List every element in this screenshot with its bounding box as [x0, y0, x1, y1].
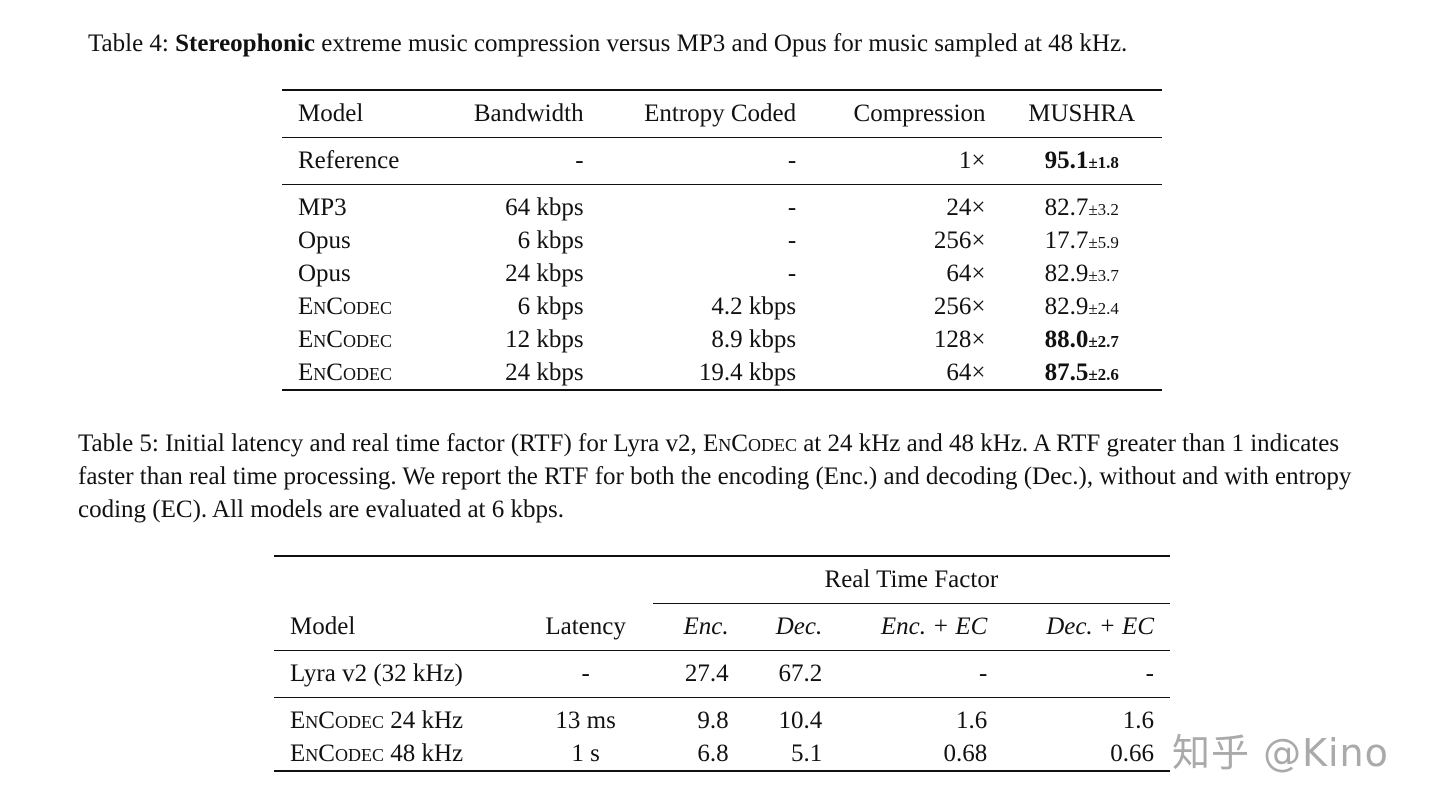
cell-mushra: 82.9±2.4 [1044, 292, 1119, 320]
col-mushra: MUSHRA [1001, 90, 1162, 138]
cell-entropy: 8.9 kbps [711, 325, 797, 353]
table-row: EnCodec 24 kHz 13 ms 9.8 10.4 1.6 1.6 [274, 698, 1170, 738]
table-row-reference: Reference - - 1× 95.1±1.8 [282, 137, 1162, 185]
cell-model: Reference [282, 137, 436, 185]
caption-bold: Stereophonic [175, 30, 315, 57]
col-model: Model [274, 603, 519, 651]
table-row: EnCodec 24 kbps 19.4 kbps 64× 87.5±2.6 [282, 356, 1162, 390]
table-row: EnCodec 6 kbps 4.2 kbps 256× 82.9±2.4 [282, 290, 1162, 323]
cell-enc-ec: - [838, 650, 1004, 698]
cell-bandwidth: 24 kbps [505, 259, 584, 287]
cell-model: EnCodec [298, 358, 392, 386]
cell-model: EnCodec [298, 292, 392, 320]
cell-entropy: - [787, 226, 797, 254]
table-row: EnCodec 12 kbps 8.9 kbps 128× 88.0±2.7 [282, 323, 1162, 356]
cell-mushra: 95.1±1.8 [1001, 137, 1162, 185]
col-model: Model [282, 90, 436, 138]
cell-bandwidth: 12 kbps [505, 325, 584, 353]
cell-latency: 13 ms [555, 706, 616, 734]
cell-mushra: 87.5±2.6 [1044, 358, 1119, 386]
table-header-row: Model Bandwidth Entropy Coded Compressio… [282, 90, 1162, 138]
table-row: EnCodec 48 kHz 1 s 6.8 5.1 0.68 0.66 [274, 737, 1170, 771]
watermark: 知乎 @Kino [1172, 731, 1389, 775]
caption-text: extreme music compression versus MP3 and… [321, 30, 1128, 57]
cell-enc: 9.8 [697, 706, 729, 734]
col-latency: Latency [518, 603, 653, 651]
cell-dec-ec: 0.66 [1110, 739, 1154, 767]
cell-model: EnCodec [298, 325, 392, 353]
table-group-header-row: Real Time Factor [274, 556, 1170, 604]
col-entropy: Entropy Coded [599, 90, 813, 138]
table-header-row: Model Latency Enc. Dec. Enc. + EC Dec. +… [274, 603, 1170, 651]
group-header-rtf: Real Time Factor [652, 556, 1170, 604]
cell-entropy: 19.4 kbps [698, 358, 797, 386]
col-enc: Enc. [652, 603, 745, 651]
cell-dec: 10.4 [778, 706, 823, 734]
cell-model: MP3 [298, 193, 347, 221]
cell-model: EnCodec 48 kHz [290, 739, 464, 767]
col-enc-ec: Enc. + EC [838, 603, 1004, 651]
table-row: Opus 24 kbps - 64× 82.9±3.7 [282, 257, 1162, 290]
cell-bandwidth: 6 kbps [517, 292, 584, 320]
cell-compression: 256× [933, 226, 986, 254]
cell-entropy: - [599, 137, 813, 185]
cell-compression: 64× [946, 259, 986, 287]
cell-compression: 24× [946, 193, 986, 221]
cell-model: Opus [298, 259, 351, 287]
table4-caption: Table 4: Stereophonic extreme music comp… [88, 27, 1127, 60]
table-row-lyra: Lyra v2 (32 kHz) - 27.4 67.2 - - [274, 650, 1170, 698]
cell-dec: 67.2 [744, 650, 839, 698]
col-dec-ec: Dec. + EC [1003, 603, 1170, 651]
cell-compression: 256× [933, 292, 986, 320]
cell-compression: 1× [812, 137, 1002, 185]
cell-mushra: 88.0±2.7 [1044, 325, 1119, 353]
table4: Model Bandwidth Entropy Coded Compressio… [282, 89, 1162, 391]
cell-bandwidth: - [435, 137, 600, 185]
cell-entropy: - [787, 259, 797, 287]
cell-dec-ec: 1.6 [1122, 706, 1154, 734]
table-row: MP3 64 kbps - 24× 82.7±3.2 [282, 185, 1162, 225]
cell-entropy: - [787, 193, 797, 221]
cell-entropy: 4.2 kbps [711, 292, 797, 320]
col-bandwidth: Bandwidth [435, 90, 600, 138]
cell-dec-ec: - [1003, 650, 1170, 698]
cell-enc: 27.4 [652, 650, 745, 698]
table5-caption: Table 5: Initial latency and real time f… [78, 430, 1352, 523]
cell-enc: 6.8 [697, 739, 729, 767]
col-dec: Dec. [744, 603, 839, 651]
cell-enc-ec: 0.68 [943, 739, 988, 767]
col-compression: Compression [812, 90, 1002, 138]
cell-compression: 128× [933, 325, 986, 353]
cell-bandwidth: 64 kbps [505, 193, 584, 221]
cell-latency: - [518, 650, 653, 698]
cell-dec: 5.1 [790, 739, 823, 767]
cell-compression: 64× [946, 358, 986, 386]
table5: Real Time Factor Model Latency Enc. Dec.… [274, 555, 1170, 772]
caption-label: Table 4: [88, 30, 169, 57]
cell-model: Opus [298, 226, 351, 254]
cell-bandwidth: 6 kbps [517, 226, 584, 254]
cell-model: EnCodec 24 kHz [290, 706, 464, 734]
cell-latency: 1 s [571, 739, 600, 767]
cell-mushra: 82.7±3.2 [1044, 193, 1119, 221]
cell-enc-ec: 1.6 [956, 706, 988, 734]
table-row: Opus 6 kbps - 256× 17.7±5.9 [282, 224, 1162, 257]
cell-bandwidth: 24 kbps [505, 358, 584, 386]
cell-model: Lyra v2 (32 kHz) [274, 650, 519, 698]
cell-mushra: 82.9±3.7 [1044, 259, 1119, 287]
cell-mushra: 17.7±5.9 [1044, 226, 1119, 254]
